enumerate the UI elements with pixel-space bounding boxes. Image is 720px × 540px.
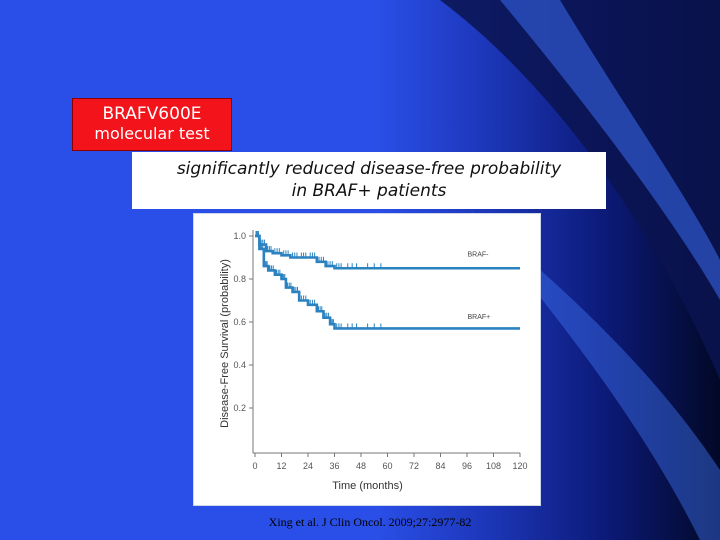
citation: Xing et al. J Clin Oncol. 2009;27:2977-8… <box>268 515 472 529</box>
survival-curve-BRAFpos <box>255 234 520 330</box>
survival-curve-BRAFneg <box>255 234 520 270</box>
survival-chart: 0.2 0.4 0.6 0.8 1.0 0 12 24 36 48 60 72 84 96 108 120 Ti… <box>219 230 528 492</box>
y-tick-label: 0.6 <box>233 317 246 327</box>
y-tick-label: 0.8 <box>233 274 246 284</box>
x-tick-label: 108 <box>486 461 501 471</box>
x-tick-label: 12 <box>276 461 286 471</box>
box-label-line2: molecular test <box>94 124 210 143</box>
biomarker-label-box: BRAFV600E molecular test <box>72 98 232 151</box>
headline-line2: in BRAF+ patients <box>291 181 447 201</box>
x-axis-title: Time (months) <box>332 480 403 492</box>
x-tick-label: 60 <box>382 461 392 471</box>
series-label: BRAF- <box>468 252 490 259</box>
y-axis-title: Disease-Free Survival (probability) <box>219 259 231 428</box>
x-tick-label: 72 <box>409 461 419 471</box>
y-tick-label: 0.2 <box>233 403 246 413</box>
x-tick-label: 48 <box>356 461 366 471</box>
x-tick-label: 120 <box>512 461 527 471</box>
x-tick-label: 96 <box>462 461 472 471</box>
x-tick-label: 24 <box>303 461 313 471</box>
box-label-line1: BRAFV600E <box>102 104 202 124</box>
y-tick-label: 0.4 <box>233 360 246 370</box>
series-label: BRAF+ <box>468 314 491 321</box>
headline-line1: significantly reduced disease-free proba… <box>176 159 562 179</box>
y-tick-label: 1.0 <box>233 231 246 241</box>
x-tick-label: 0 <box>252 461 257 471</box>
survival-chart-figure: 0.2 0.4 0.6 0.8 1.0 0 12 24 36 48 60 72 84 96 108 120 Ti… <box>193 213 541 506</box>
x-tick-label: 36 <box>329 461 339 471</box>
x-tick-label: 84 <box>435 461 445 471</box>
headline-box: significantly reduced disease-free proba… <box>132 152 606 209</box>
